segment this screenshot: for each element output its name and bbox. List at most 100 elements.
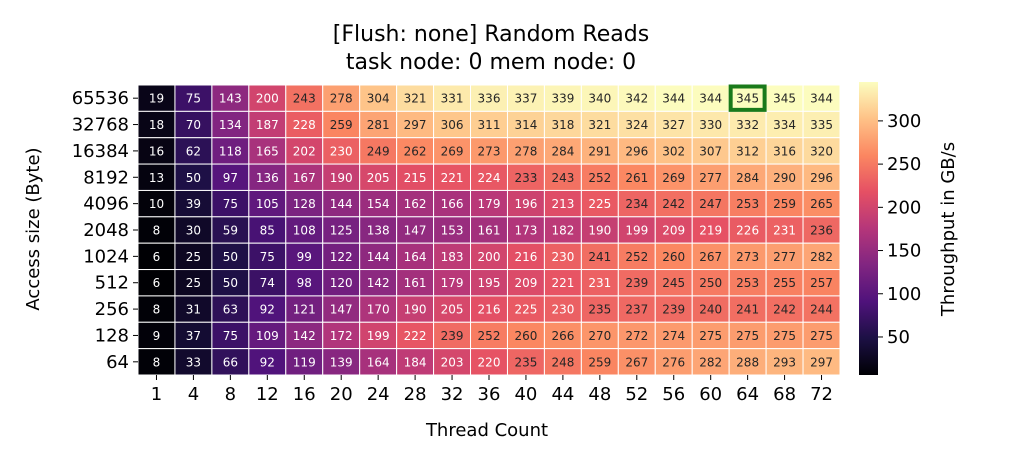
chart-title-line2: task node: 0 mem node: 0 xyxy=(346,50,636,75)
cell-value-label: 128 xyxy=(293,197,316,211)
cell-value-label: 231 xyxy=(773,224,796,238)
cell-value-label: 321 xyxy=(404,92,427,106)
x-tick-label: 60 xyxy=(699,384,722,405)
heatmap-cell xyxy=(543,242,582,271)
x-tick-label: 44 xyxy=(551,384,574,405)
cell-value-label: 297 xyxy=(810,355,833,369)
cell-value-label: 154 xyxy=(367,197,390,211)
heatmap-cell xyxy=(654,189,693,218)
cell-value-label: 231 xyxy=(588,276,611,290)
cell-value-label: 245 xyxy=(662,276,685,290)
heatmap-cell xyxy=(543,84,582,112)
cell-value-label: 269 xyxy=(662,171,685,185)
heatmap-cell xyxy=(802,84,841,112)
heatmap-cell xyxy=(617,242,656,271)
heatmap-cell xyxy=(765,163,804,191)
heatmap-cell xyxy=(691,163,730,191)
cell-value-label: 122 xyxy=(330,250,353,264)
cell-value-label: 253 xyxy=(736,197,759,211)
cell-value-label: 307 xyxy=(699,144,722,158)
cell-value-label: 290 xyxy=(773,171,796,185)
cell-value-label: 30 xyxy=(186,224,201,238)
heatmap-cell xyxy=(174,110,213,139)
cell-value-label: 259 xyxy=(588,355,611,369)
heatmap-cell xyxy=(728,321,767,350)
heatmap-cell xyxy=(248,216,287,244)
heatmap-cell xyxy=(691,137,730,165)
heatmap-cell xyxy=(765,348,804,376)
heatmap-cell xyxy=(802,189,841,218)
heatmap-cell xyxy=(285,295,324,323)
cell-value-label: 153 xyxy=(441,224,464,238)
heatmap-cell xyxy=(580,189,619,218)
heatmap-cell xyxy=(174,84,213,112)
heatmap-cell xyxy=(728,163,767,191)
heatmap-cell xyxy=(211,110,250,139)
cell-value-label: 284 xyxy=(551,144,574,158)
cell-value-label: 215 xyxy=(404,171,427,185)
cell-value-label: 252 xyxy=(588,171,611,185)
cell-value-label: 219 xyxy=(699,224,722,238)
cell-value-label: 75 xyxy=(223,329,238,343)
cell-value-label: 262 xyxy=(404,144,427,158)
cell-value-label: 235 xyxy=(514,355,537,369)
cell-value-label: 195 xyxy=(478,276,501,290)
cell-value-label: 311 xyxy=(478,118,501,132)
cell-value-label: 85 xyxy=(260,224,275,238)
cell-value-label: 184 xyxy=(404,355,427,369)
heatmap-cell xyxy=(433,242,472,271)
cell-value-label: 203 xyxy=(441,355,464,369)
cell-value-label: 6 xyxy=(153,276,161,290)
cell-value-label: 284 xyxy=(736,171,759,185)
cell-value-label: 162 xyxy=(404,197,427,211)
cell-value-label: 259 xyxy=(773,197,796,211)
x-axis-label: Thread Count xyxy=(425,420,548,441)
cell-value-label: 250 xyxy=(699,276,722,290)
cell-value-label: 282 xyxy=(699,355,722,369)
cell-value-label: 190 xyxy=(588,224,611,238)
heatmap-cell xyxy=(654,137,693,165)
cell-value-label: 272 xyxy=(625,329,648,343)
cell-value-label: 320 xyxy=(810,144,833,158)
cell-value-label: 31 xyxy=(186,303,201,317)
cell-value-label: 273 xyxy=(736,250,759,264)
heatmap-cell xyxy=(137,110,176,139)
cell-value-label: 267 xyxy=(699,250,722,264)
cell-value-label: 259 xyxy=(330,118,353,132)
heatmap-cell xyxy=(543,348,582,376)
y-tick-label: 32768 xyxy=(72,115,129,136)
cell-value-label: 120 xyxy=(330,276,353,290)
heatmap-cell xyxy=(433,216,472,244)
heatmap-cell xyxy=(322,84,361,112)
cell-value-label: 221 xyxy=(441,171,464,185)
cell-value-label: 18 xyxy=(149,118,164,132)
cell-value-label: 13 xyxy=(149,171,164,185)
heatmap-cell xyxy=(433,163,472,191)
heatmap-cell xyxy=(765,321,804,350)
heatmap-cell xyxy=(137,216,176,244)
cell-value-label: 209 xyxy=(662,224,685,238)
heatmap-cell xyxy=(433,189,472,218)
x-tick-label: 40 xyxy=(514,384,537,405)
cell-value-label: 147 xyxy=(330,303,353,317)
heatmap-cell xyxy=(728,110,767,139)
cell-value-label: 99 xyxy=(297,250,312,264)
cell-value-label: 275 xyxy=(810,329,833,343)
cell-value-label: 8 xyxy=(153,355,161,369)
cell-value-label: 247 xyxy=(699,197,722,211)
colorbar-ticks: 50 100 150 200 250 300 xyxy=(878,111,921,348)
cell-value-label: 239 xyxy=(625,276,648,290)
cell-value-label: 92 xyxy=(260,303,275,317)
cell-value-label: 274 xyxy=(662,329,685,343)
heatmap-cell xyxy=(174,189,213,218)
heatmap-cell xyxy=(580,216,619,244)
colorbar-tick-label: 200 xyxy=(887,197,921,218)
heatmap-cell xyxy=(396,321,435,350)
cell-value-label: 118 xyxy=(219,144,242,158)
cell-value-label: 342 xyxy=(625,92,648,106)
heatmap-cell xyxy=(396,216,435,244)
heatmap-cell xyxy=(137,242,176,271)
heatmap-cell xyxy=(396,295,435,323)
cell-value-label: 331 xyxy=(441,92,464,106)
colorbar-tick-label: 150 xyxy=(887,241,921,262)
